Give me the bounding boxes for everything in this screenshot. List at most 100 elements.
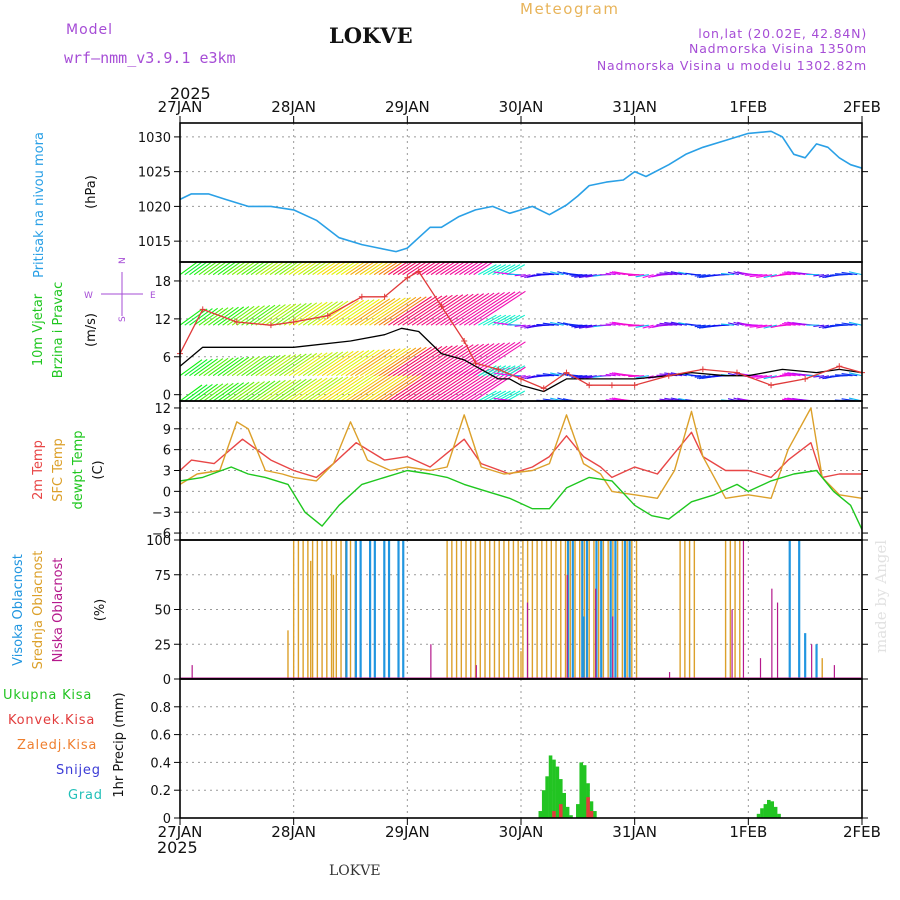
wind-vector xyxy=(392,262,414,276)
data-layer xyxy=(177,130,865,818)
wind-vector xyxy=(312,300,349,326)
wind-vector xyxy=(482,390,502,401)
wind-vector xyxy=(274,262,295,276)
wind-vector xyxy=(180,384,203,401)
xtick-label-bottom: 2FEB xyxy=(843,823,881,841)
gust-marker xyxy=(802,375,809,382)
wind-vector xyxy=(784,271,801,276)
ytick-label: 6 xyxy=(163,444,171,459)
wind-vector xyxy=(345,262,366,276)
ytick-label: 0.6 xyxy=(150,729,171,744)
wind-vector xyxy=(198,358,224,377)
gust-marker xyxy=(199,306,206,313)
wind-vector xyxy=(813,324,825,328)
wind-vector xyxy=(364,348,406,377)
xtick-label-top: 30JAN xyxy=(499,98,544,116)
wind-vector xyxy=(279,302,312,326)
wind-vector xyxy=(720,272,735,276)
wind-vector xyxy=(411,370,458,401)
wind-vector xyxy=(378,372,422,401)
pressure-unit: (hPa) xyxy=(84,175,99,209)
wind-vector xyxy=(402,345,448,377)
meteogram-label: Meteogram xyxy=(520,0,619,18)
wind-vector xyxy=(578,375,597,380)
wind-vector xyxy=(425,293,474,326)
precip-total-bar xyxy=(777,813,781,818)
precip-total-bar xyxy=(756,813,761,818)
wind-vector xyxy=(468,291,521,326)
wind-vector xyxy=(542,322,559,326)
wind-vector xyxy=(536,323,555,326)
wind-vector xyxy=(288,377,323,401)
gust-marker xyxy=(495,366,502,373)
wind-vector xyxy=(473,262,494,276)
wind-vector xyxy=(364,297,406,326)
wind-vector xyxy=(312,376,349,401)
wind-vector xyxy=(245,262,266,276)
wind-vector xyxy=(492,314,511,326)
legend-conv: Konvek.Kisa xyxy=(8,713,95,728)
wind-vector xyxy=(354,298,396,326)
wind-vector xyxy=(241,304,271,326)
wind-vector xyxy=(231,356,260,377)
xtick-label-top: 31JAN xyxy=(612,98,657,116)
wind-vector xyxy=(350,348,391,377)
precip-total-bar xyxy=(579,762,584,818)
precip-total-bar xyxy=(538,811,543,818)
wind-vector xyxy=(550,321,564,326)
wind-vector xyxy=(388,296,432,326)
wind-vector xyxy=(435,343,485,377)
wind-vector xyxy=(283,378,318,401)
precip-total-bar xyxy=(760,808,764,818)
wind-vector xyxy=(749,375,768,379)
gust-marker xyxy=(631,382,638,389)
wind-vector xyxy=(411,294,458,326)
wind-vector xyxy=(203,357,229,377)
wind-vector xyxy=(340,298,380,326)
wind-vector xyxy=(203,262,223,276)
precip-total-bar xyxy=(763,804,768,818)
wind-vector xyxy=(326,350,365,377)
wind-vector xyxy=(694,375,706,378)
wind-vector xyxy=(203,307,229,326)
wind-vector xyxy=(487,264,507,276)
model-altitude-text: Nadmorska Visina u modelu 1302.82m xyxy=(597,58,867,73)
wind-vector xyxy=(813,274,825,277)
gust-marker xyxy=(768,382,775,389)
ytick-label: 1020 xyxy=(138,200,171,215)
wind-vector xyxy=(340,349,380,377)
wind-vector xyxy=(193,262,213,276)
gust-marker xyxy=(699,366,706,373)
wind-vector xyxy=(454,291,505,326)
wind-vector xyxy=(373,296,417,326)
wind-vector xyxy=(421,294,469,326)
wind-vector xyxy=(571,274,588,277)
gust-marker xyxy=(324,312,331,319)
wind-vector xyxy=(193,383,218,401)
altitude-text: Nadmorska Visina 1350m xyxy=(689,41,867,56)
wind-vector xyxy=(664,321,683,326)
wind-vector xyxy=(444,343,495,377)
wind-vector xyxy=(255,262,275,276)
wind-vector xyxy=(373,262,395,276)
wind-vector xyxy=(557,321,569,326)
wind-vector xyxy=(421,262,442,276)
ytick-label: 12 xyxy=(154,402,171,417)
wind-vector xyxy=(359,373,401,401)
gust-marker xyxy=(290,319,297,326)
wind-vector xyxy=(848,271,862,276)
wind-vector xyxy=(245,355,276,377)
wind-vector xyxy=(340,374,380,401)
pressure-title: Pritisak na nivou mora xyxy=(32,132,47,278)
wind-vector xyxy=(255,379,286,401)
wind-vector xyxy=(298,352,333,377)
wind-vector xyxy=(818,274,829,278)
wind-vector xyxy=(359,297,401,326)
xtick-label-top: 2FEB xyxy=(843,98,881,116)
wind-vector xyxy=(578,274,597,279)
wind-vector xyxy=(288,352,323,377)
wind-vector xyxy=(520,274,531,278)
wind-vector xyxy=(293,377,328,401)
wind-vector xyxy=(605,272,616,276)
wind-vector xyxy=(557,271,569,276)
